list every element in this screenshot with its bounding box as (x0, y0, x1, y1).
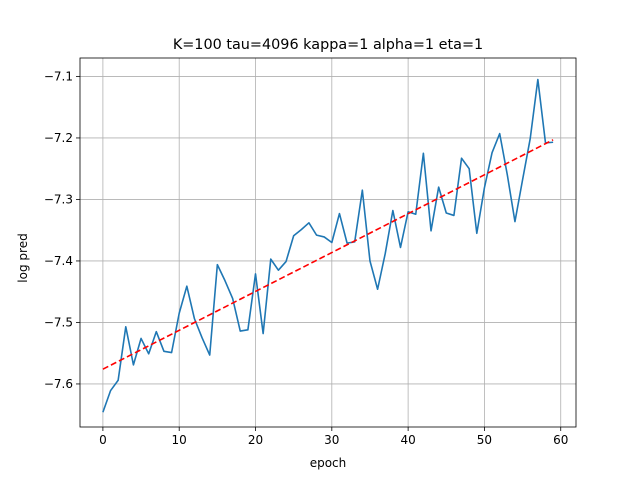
trend-line (102, 139, 554, 370)
y-tick-label: −7.4 (44, 254, 73, 268)
chart-title: K=100 tau=4096 kappa=1 alpha=1 eta=1 (173, 37, 483, 53)
y-axis-label: log pred (16, 233, 30, 282)
x-tick-label: 40 (400, 433, 415, 447)
plot-frame (79, 57, 577, 428)
x-tick-label: 10 (172, 433, 187, 447)
x-axis-ticks: 0 10 20 30 40 50 60 (99, 427, 568, 447)
grid (80, 58, 576, 427)
y-tick-label: −7.6 (44, 377, 73, 391)
x-tick-label: 30 (324, 433, 339, 447)
data-series-line (102, 78, 554, 413)
x-tick-label: 0 (99, 433, 107, 447)
x-tick-label: 20 (248, 433, 263, 447)
y-tick-label: −7.2 (44, 131, 73, 145)
y-tick-label: −7.3 (44, 192, 73, 206)
y-tick-label: −7.5 (44, 315, 73, 329)
x-tick-label: 50 (477, 433, 492, 447)
x-tick-label: 60 (553, 433, 568, 447)
y-axis-ticks: −7.6 −7.5 −7.4 −7.3 −7.2 −7.1 (44, 69, 80, 391)
y-tick-label: −7.1 (44, 69, 73, 83)
series-layer (102, 78, 554, 413)
x-axis-label: epoch (310, 456, 347, 470)
